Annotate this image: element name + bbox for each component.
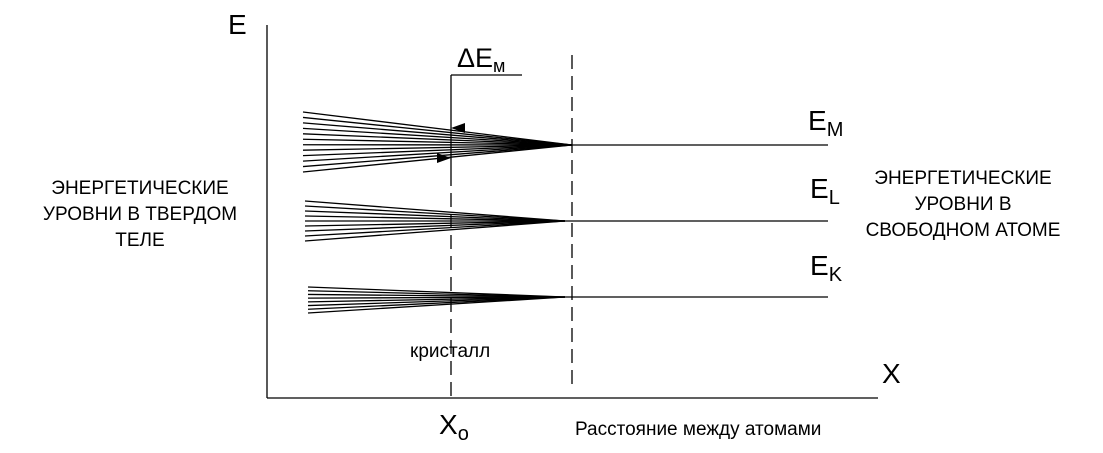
energy-bands [302,111,828,314]
level-label: EK [810,250,843,286]
band-line [302,144,573,173]
level-main: E [808,105,827,136]
band-line [304,220,566,232]
x-axis-label: X [882,358,901,389]
band-line [302,144,573,151]
band-line [302,144,573,162]
x0-main: X [439,409,458,440]
band-line [307,296,566,314]
band-line [302,111,573,146]
x0-label: Xo [439,409,469,445]
band-line [304,205,566,222]
left-note-line: ЭНЕРГЕТИЧЕСКИЕ [51,178,228,199]
delta-main: ΔE [457,43,493,73]
left-note-line: ТЕЛЕ [115,230,164,251]
x0-sub: o [458,423,469,445]
y-axis-label: E [228,9,247,40]
band-line [304,220,566,242]
level-label: EM [808,105,843,141]
left-note-line: УРОВНИ В ТВЕРДОМ [43,204,237,225]
band-line [302,144,573,157]
delta-label: ΔEм [457,43,505,76]
level-main: E [810,173,829,204]
right-note-line: УРОВНИ В [914,194,1011,215]
level-sub: L [829,187,840,209]
right-note-line: СВОБОДНОМ АТОМЕ [866,220,1061,241]
band-line [304,215,566,222]
delta-sub: м [493,56,505,76]
crystal-label: кристалл [410,341,490,362]
level-main: E [810,250,829,281]
band-line [304,210,566,222]
band-line [302,122,573,146]
band-line [302,116,573,146]
band-line [302,144,573,168]
band-line [302,127,573,146]
x-caption: Расстояние между атомами [575,419,821,440]
right-note-line: ЭНЕРГЕТИЧЕСКИЕ [874,168,1051,189]
band-line [304,220,566,237]
band-line [302,133,573,146]
level-sub: K [829,264,843,286]
level-sub: M [827,119,844,141]
band-line [302,138,573,146]
level-label: EL [810,173,840,209]
band-line [304,220,566,227]
band-line [304,200,566,222]
